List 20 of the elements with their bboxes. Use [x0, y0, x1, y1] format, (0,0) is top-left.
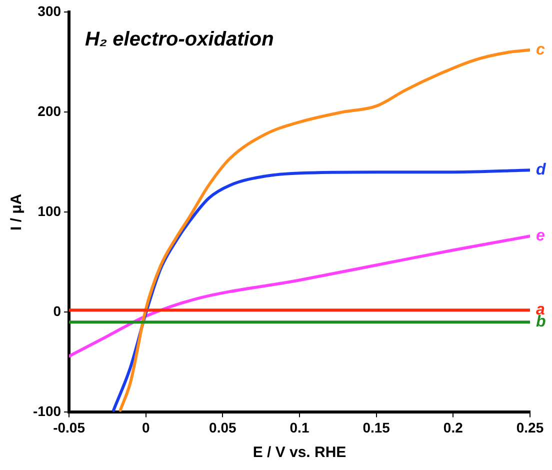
y-axis-title: I / μA: [8, 194, 26, 230]
line-series: [69, 234, 530, 358]
x-tick-label: 0.2: [443, 419, 464, 436]
y-tick-label: 200: [38, 102, 62, 119]
series-label: d: [536, 161, 547, 178]
y-tick-label: -100: [32, 403, 62, 420]
x-tick-label: -0.05: [53, 419, 86, 436]
y-tick-label: 300: [38, 2, 62, 19]
line-series: [118, 48, 530, 412]
series-label: c: [536, 41, 545, 58]
x-axis-title: E / V vs. RHE: [252, 444, 346, 462]
y-tick-label: 100: [38, 202, 62, 219]
x-tick-label: 0.1: [290, 419, 310, 436]
series-label: e: [536, 228, 545, 245]
x-tick-label: 0.25: [516, 419, 544, 436]
annotation: H₂ electro-oxidation: [85, 28, 274, 51]
x-tick-label: 0: [142, 419, 150, 436]
x-tick-label: 0.15: [362, 419, 390, 436]
y-tick-label: 0: [53, 303, 62, 320]
x-tick-label: 0.05: [209, 419, 237, 436]
